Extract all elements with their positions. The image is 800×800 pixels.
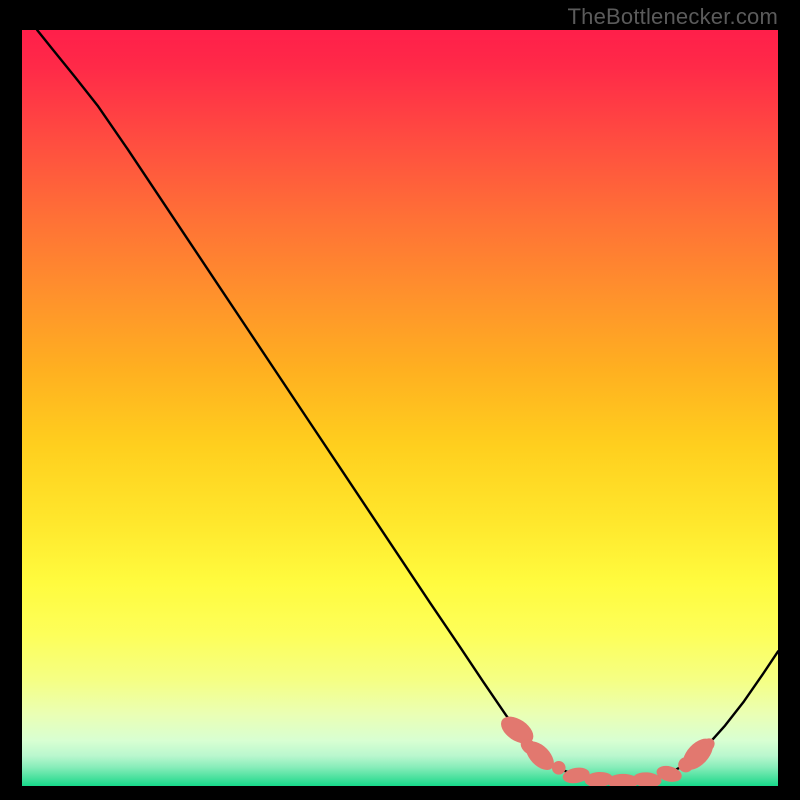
curve-markers [496,711,718,786]
chart-area [22,30,778,786]
bottleneck-curve [37,30,778,781]
watermark-text: TheBottlenecker.com [568,4,778,30]
curve-marker [552,761,566,775]
chart-overlay [22,30,778,786]
